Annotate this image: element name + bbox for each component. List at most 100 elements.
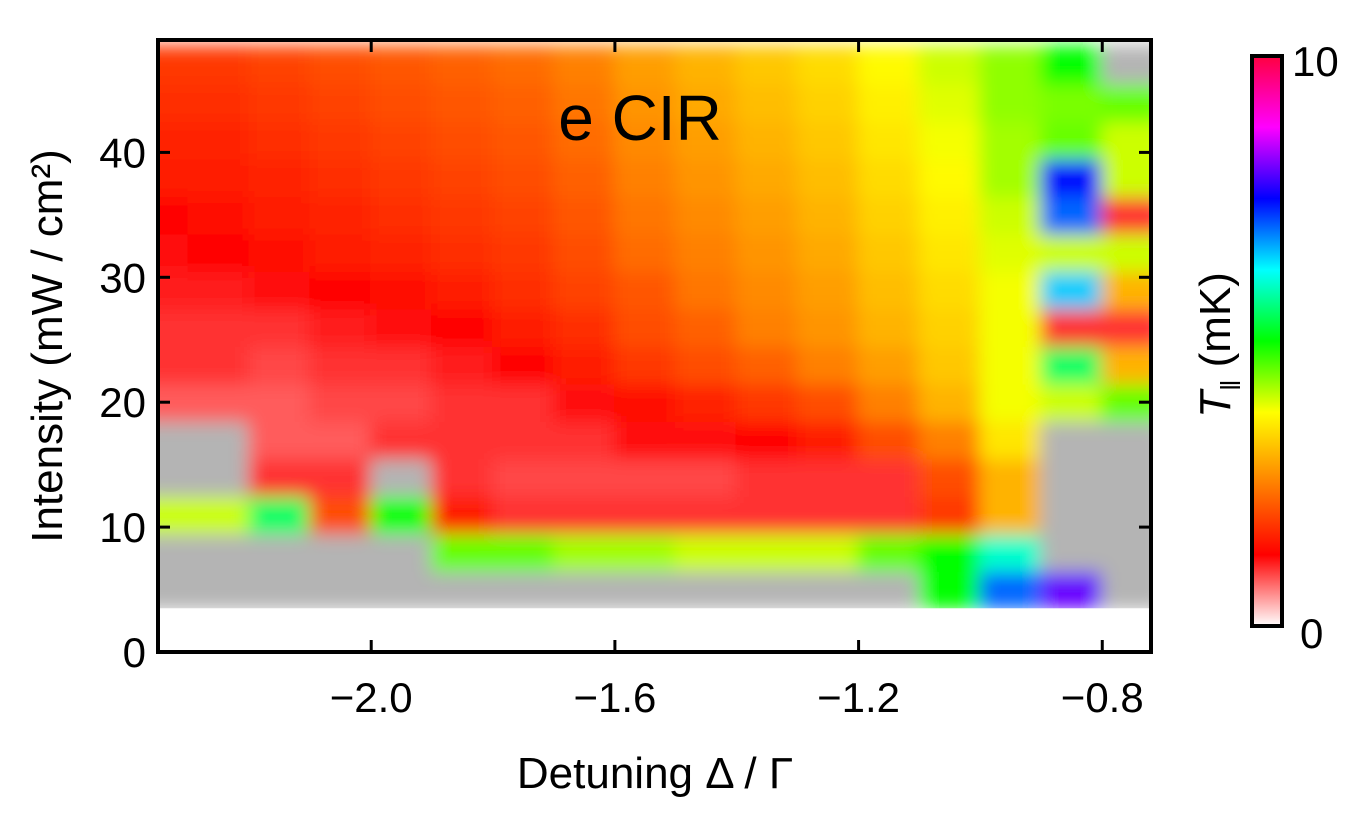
heatmap-cell: [979, 82, 1043, 123]
colorbar-title: T‖ (mK): [1191, 272, 1246, 418]
heatmap-cell: [613, 120, 677, 160]
heatmap-cell: [613, 494, 677, 535]
heatmap-cell: [857, 457, 921, 497]
heatmap-cell: [735, 569, 799, 610]
heatmap-cell: [613, 157, 677, 198]
heatmap-cell: [613, 345, 677, 385]
heatmap-cell: [158, 307, 190, 347]
heatmap-smooth-layer: [158, 45, 1151, 610]
heatmap-cell: [613, 195, 677, 235]
no-measurement-region: [158, 608, 1151, 652]
heatmap-cell: [796, 457, 860, 497]
heatmap-cell: [248, 494, 312, 535]
heatmap-cell: [431, 45, 495, 85]
x-axis-title: Detuning Δ / Γ: [517, 749, 793, 798]
heatmap-cell: [431, 232, 495, 273]
heatmap-cell: [158, 457, 190, 497]
heatmap-cell: [674, 457, 738, 497]
heatmap-cell: [309, 195, 373, 235]
colorbar-title-symbol: T: [1191, 388, 1240, 418]
heatmap-cell: [613, 532, 677, 572]
heatmap-cell: [796, 120, 860, 160]
heatmap-cell: [158, 569, 190, 610]
heatmap-cell: [552, 382, 616, 422]
heatmap-cell: [370, 419, 434, 460]
heatmap-cell: [1101, 532, 1151, 572]
heatmap-cell: [796, 569, 860, 610]
heatmap-cell: [309, 569, 373, 610]
heatmap-cell: [370, 307, 434, 347]
heatmap-cell: [1040, 494, 1104, 535]
heatmap-cell: [370, 195, 434, 235]
heatmap-cell: [248, 382, 312, 422]
heatmap-cell: [613, 382, 677, 422]
heatmap-cell: [796, 307, 860, 347]
heatmap-cell: [857, 345, 921, 385]
heatmap-cell: [796, 82, 860, 123]
heatmap-cell: [674, 270, 738, 310]
heatmap-cell: [674, 382, 738, 422]
heatmap-cell: [1040, 532, 1104, 572]
heatmap-cell: [857, 419, 921, 460]
heatmap-cell: [552, 195, 616, 235]
heatmap-cell: [1101, 494, 1151, 535]
heatmap-cell: [613, 45, 677, 85]
heatmap-cell: [857, 270, 921, 310]
heatmap-cell: [918, 494, 982, 535]
heatmap-cell: [918, 270, 982, 310]
heatmap-cell: [796, 45, 860, 85]
heatmap-cell: [674, 494, 738, 535]
heatmap-cell: [248, 569, 312, 610]
heatmap-cell: [1101, 157, 1151, 198]
y-tick-label: 40: [99, 129, 146, 176]
heatmap-cell: [248, 345, 312, 385]
heatmap-cell: [552, 494, 616, 535]
heatmap-cell: [492, 195, 555, 235]
heatmap-cell: [674, 345, 738, 385]
heatmap-cell: [918, 120, 982, 160]
heatmap-cell: [674, 532, 738, 572]
heatmap-cell: [1040, 157, 1104, 198]
heatmap-cell: [431, 457, 495, 497]
heatmap-cell: [248, 45, 312, 85]
heatmap-cell: [309, 494, 373, 535]
heatmap-cell: [857, 82, 921, 123]
heatmap-cell: [1040, 419, 1104, 460]
heatmap-cell: [979, 532, 1043, 572]
heatmap-cell: [674, 419, 738, 460]
heatmap-cell: [979, 45, 1043, 85]
heatmap-cell: [918, 419, 982, 460]
heatmap-cell: [735, 419, 799, 460]
heatmap-cell: [370, 82, 434, 123]
heatmap-cell: [1040, 307, 1104, 347]
heatmap-cell: [1101, 120, 1151, 160]
heatmap-cell: [796, 494, 860, 535]
heatmap-cell: [248, 532, 312, 572]
heatmap-cell: [1040, 195, 1104, 235]
heatmap-cell: [1101, 270, 1151, 310]
heatmap-cell: [492, 494, 555, 535]
heatmap-cell: [735, 82, 799, 123]
heatmap-cell: [309, 419, 373, 460]
heatmap-cell: [735, 457, 799, 497]
heatmap-cell: [309, 45, 373, 85]
heatmap-cell: [370, 569, 434, 610]
heatmap-cell: [674, 45, 738, 85]
heatmap-cell: [552, 157, 616, 198]
heatmap-cell: [370, 345, 434, 385]
heatmap-cells: [158, 45, 1151, 652]
heatmap-cell: [1040, 382, 1104, 422]
heatmap-cell: [979, 494, 1043, 535]
heatmap-cell: [552, 120, 616, 160]
colorbar-title-subscript: ‖: [1215, 379, 1246, 391]
heatmap-cell: [796, 382, 860, 422]
heatmap-cell: [431, 307, 495, 347]
heatmap-cell: [187, 532, 251, 572]
heatmap-cell: [674, 157, 738, 198]
heatmap-cell: [187, 307, 251, 347]
heatmap-cell: [370, 270, 434, 310]
colorbar-title-unit: (mK): [1191, 272, 1240, 367]
x-tick-label: −2.0: [330, 674, 413, 721]
heatmap-cell: [431, 494, 495, 535]
heatmap-cell: [248, 157, 312, 198]
